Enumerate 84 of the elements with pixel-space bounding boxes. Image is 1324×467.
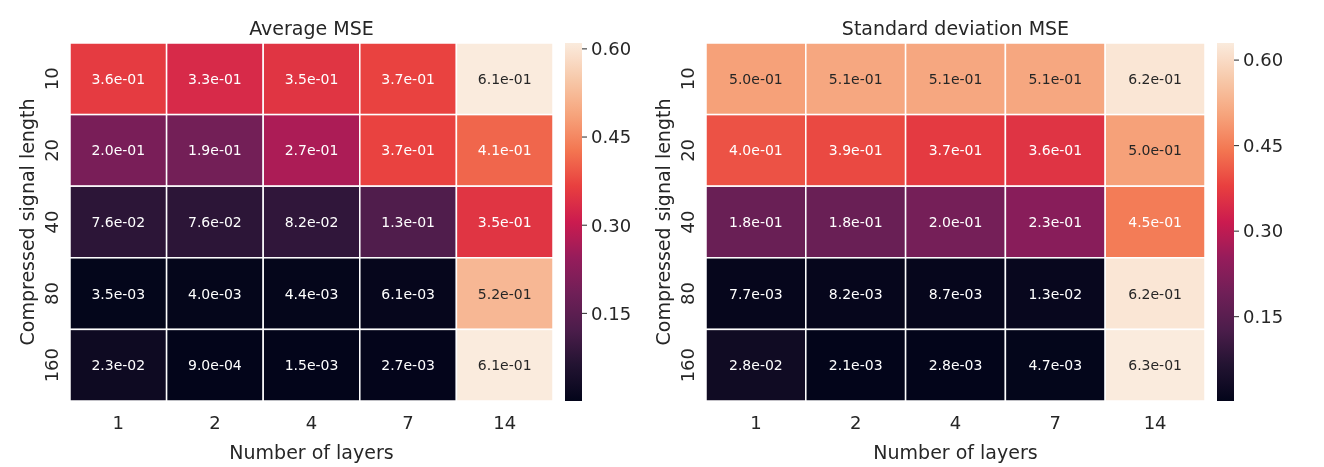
y-tick-label: 40	[677, 210, 698, 234]
data-label: 7.6e-02	[188, 213, 242, 230]
y-tick-label: 40	[41, 210, 62, 234]
y-tick-label: 160	[41, 348, 62, 383]
data-label: 3.9e-01	[828, 142, 883, 159]
data-label: 2.8e-02	[729, 357, 783, 374]
x-tick-label: 2	[209, 412, 221, 433]
data-label: 2.8e-03	[928, 357, 983, 374]
data-label: 8.7e-03	[928, 285, 983, 302]
x-tick-label: 4	[949, 412, 962, 433]
y-tick-label: 10	[41, 67, 62, 91]
data-label: 2.0e-01	[91, 142, 146, 159]
data-label: 9.0e-04	[188, 357, 242, 374]
y-axis-title: Compressed signal length	[16, 98, 38, 346]
data-label: 4.4e-03	[284, 285, 339, 302]
data-label: 7.7e-03	[729, 285, 783, 302]
data-label: 1.5e-03	[284, 357, 339, 374]
data-label: 6.2e-01	[1128, 285, 1182, 302]
data-label: 2.0e-01	[928, 213, 983, 230]
data-label: 3.7e-01	[381, 70, 435, 87]
data-label: 1.3e-01	[381, 213, 435, 230]
data-label: 3.7e-01	[928, 142, 983, 159]
x-tick-label: 1	[750, 412, 762, 433]
y-tick-label: 20	[41, 138, 62, 162]
data-label: 5.1e-01	[928, 70, 983, 87]
data-label: 5.1e-01	[828, 70, 883, 87]
color-bar-label: 0.45	[1243, 134, 1284, 156]
data-label: 2.1e-03	[828, 357, 883, 374]
y-tick-label: 20	[677, 138, 698, 162]
data-label: 3.3e-01	[188, 70, 242, 87]
color-bar-label: 0.45	[591, 126, 632, 148]
color-bar-label: 0.30	[591, 214, 632, 236]
data-label: 4.1e-01	[477, 142, 532, 159]
data-label: 3.5e-01	[284, 70, 339, 87]
data-label: 2.3e-02	[91, 357, 146, 374]
x-tick-label: 7	[1049, 412, 1062, 433]
data-label: 2.3e-01	[1028, 213, 1083, 230]
data-label: 4.7e-03	[1028, 357, 1083, 374]
chart-title: Average MSE	[249, 17, 374, 39]
x-tick-label: 2	[849, 412, 862, 433]
data-label: 8.2e-03	[828, 285, 883, 302]
color-bar-label: 0.15	[1243, 305, 1284, 327]
data-label: 1.8e-01	[729, 213, 783, 230]
x-tick-label: 14	[493, 412, 517, 433]
x-tick-label: 4	[305, 412, 318, 433]
data-label: 1.9e-01	[188, 142, 242, 159]
x-tick-label: 7	[402, 412, 414, 433]
color-bar-label: 0.60	[1243, 49, 1284, 71]
color-bar-label: 0.15	[591, 302, 632, 324]
data-label: 5.0e-01	[1128, 142, 1182, 159]
x-tick-label: 1	[112, 412, 125, 433]
data-label: 3.5e-03	[91, 285, 146, 302]
data-label: 1.3e-02	[1028, 285, 1083, 302]
data-label: 7.6e-02	[91, 213, 146, 230]
data-label: 3.6e-01	[91, 70, 146, 87]
data-label: 2.7e-01	[284, 142, 339, 159]
y-axis-title: Compressed signal length	[652, 98, 674, 346]
color-bar-label: 0.60	[591, 38, 632, 60]
data-label: 1.8e-01	[828, 213, 883, 230]
data-label: 3.5e-01	[477, 213, 532, 230]
x-axis-title: Number of layers	[873, 441, 1038, 463]
y-tick-label: 160	[677, 348, 698, 383]
data-label: 5.0e-01	[729, 70, 783, 87]
data-label: 6.3e-01	[1128, 357, 1182, 374]
data-label: 3.6e-01	[1028, 142, 1083, 159]
x-axis-title: Number of layers	[229, 441, 394, 463]
y-tick-label: 10	[677, 67, 698, 91]
data-label: 5.1e-01	[1028, 70, 1083, 87]
data-label: 4.0e-03	[188, 285, 242, 302]
data-label: 6.2e-01	[1128, 70, 1182, 87]
data-label: 6.1e-01	[477, 357, 532, 374]
data-label: 8.2e-02	[284, 213, 339, 230]
x-tick-label: 14	[1143, 412, 1167, 433]
y-tick-label: 80	[677, 282, 698, 306]
data-label: 2.7e-03	[381, 357, 435, 374]
data-label: 3.7e-01	[381, 142, 435, 159]
color-bar-label: 0.30	[1243, 220, 1284, 242]
y-tick-label: 80	[41, 282, 62, 306]
data-label: 6.1e-01	[477, 70, 532, 87]
data-label: 5.2e-01	[477, 285, 532, 302]
data-label: 6.1e-03	[381, 285, 435, 302]
data-label: 4.5e-01	[1128, 213, 1182, 230]
chart-title: Standard deviation MSE	[841, 17, 1070, 39]
data-label: 4.0e-01	[729, 142, 783, 159]
